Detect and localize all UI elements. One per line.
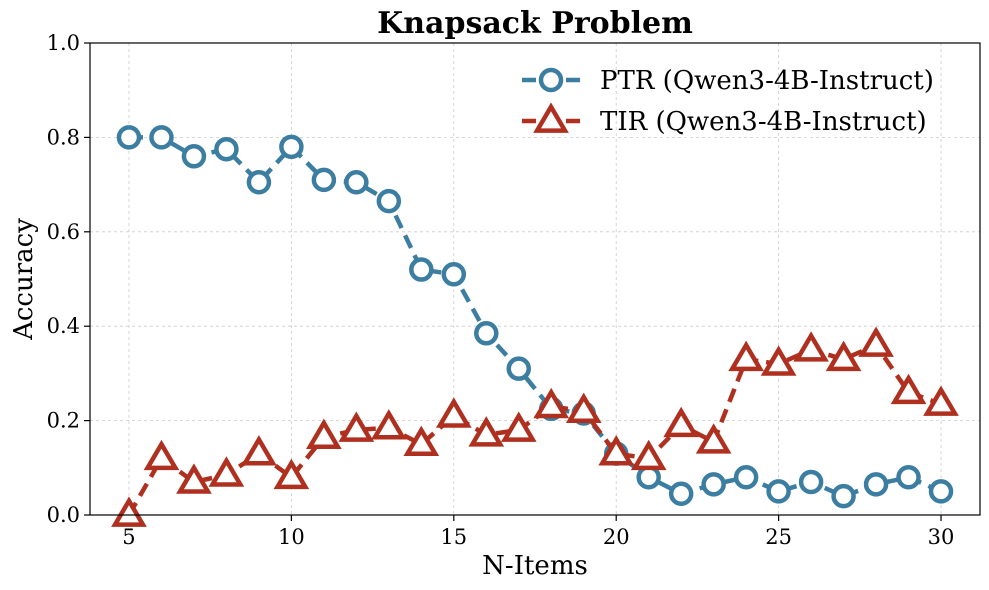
data-point: [214, 136, 239, 162]
series-layer: [111, 125, 959, 527]
data-point: [246, 169, 272, 195]
data-point: [403, 425, 440, 457]
data-point: [733, 464, 759, 490]
data-point: [858, 326, 894, 357]
data-point: [241, 435, 277, 466]
data-point: [279, 134, 304, 160]
x-tick-label: 20: [603, 525, 630, 549]
y-tick-label: 0.6: [47, 220, 80, 244]
data-point: [376, 188, 402, 214]
legend-entry: TIR (Qwen3-4B-Instruct): [522, 102, 927, 137]
data-point: [500, 411, 537, 442]
data-point: [896, 464, 921, 490]
data-point: [663, 406, 700, 438]
series-tir: [111, 326, 959, 527]
legend-triangle-marker: [533, 102, 569, 133]
data-point: [306, 418, 342, 449]
x-tick-label: 30: [928, 525, 955, 549]
data-point: [435, 397, 472, 428]
data-point: [181, 144, 207, 169]
legend-circle-marker: [538, 67, 564, 93]
data-point: [793, 331, 829, 362]
data-point: [825, 340, 862, 372]
data-point: [831, 483, 856, 509]
data-point: [863, 472, 889, 497]
data-point: [111, 496, 147, 527]
data-point: [695, 423, 732, 454]
y-tick-label: 0.2: [47, 409, 80, 433]
series-ptr: [116, 125, 954, 509]
y-tick-label: 0.0: [47, 503, 80, 527]
x-tick-label: 10: [278, 525, 305, 549]
data-point: [668, 481, 694, 507]
plot-frame: [89, 42, 981, 516]
data-point: [468, 416, 505, 447]
data-point: [923, 385, 959, 416]
legend-label: TIR (Qwen3-4B-Instruct): [600, 107, 927, 137]
y-tick-label: 1.0: [47, 31, 80, 55]
data-point: [701, 472, 726, 497]
data-point: [344, 169, 369, 195]
y-axis-label: Accuracy: [9, 218, 39, 341]
data-point: [760, 345, 797, 376]
data-point: [798, 469, 824, 495]
x-axis-label: N-Items: [482, 551, 588, 581]
data-point: [311, 167, 337, 193]
data-point: [474, 321, 499, 346]
data-point: [598, 435, 635, 466]
legend-entry: PTR (Qwen3-4B-Instruct): [522, 66, 934, 96]
data-point: [441, 262, 467, 287]
x-tick-label: 15: [440, 525, 467, 549]
data-point: [766, 479, 791, 504]
data-point: [338, 411, 375, 442]
legend-label: PTR (Qwen3-4B-Instruct): [600, 66, 934, 96]
data-point: [116, 125, 142, 150]
data-point: [273, 458, 310, 490]
data-point: [533, 387, 570, 419]
data-point: [506, 356, 532, 381]
data-point: [636, 464, 661, 490]
data-point: [890, 373, 927, 405]
data-point: [409, 257, 434, 282]
data-point: [370, 409, 407, 440]
y-tick-label: 0.8: [47, 125, 80, 149]
data-point: [149, 125, 174, 150]
legend: PTR (Qwen3-4B-Instruct) TIR (Qwen3-4B-Ins…: [522, 66, 934, 137]
axis-ticks: 5 10 15 20 25 30 0.0 0.2 0.4 0.6 0.8 1.0: [47, 31, 955, 549]
x-tick-label: 25: [765, 525, 792, 549]
data-point: [728, 340, 764, 372]
x-tick-label: 5: [122, 525, 135, 549]
data-point: [176, 463, 212, 494]
data-point: [565, 392, 602, 423]
data-point: [630, 439, 667, 471]
data-point: [208, 456, 245, 487]
data-point: [928, 479, 954, 504]
y-tick-label: 0.4: [47, 314, 80, 338]
chart-title: Knapsack Problem: [377, 6, 693, 41]
data-point: [143, 439, 180, 471]
